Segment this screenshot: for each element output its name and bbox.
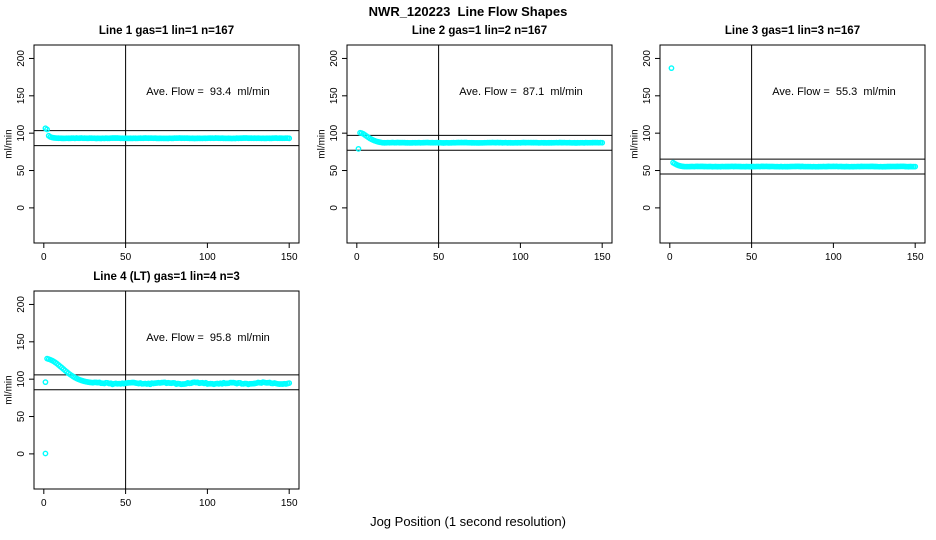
panel-3-title: Line 3 gas=1 lin=3 n=167 <box>724 25 861 37</box>
svg-text:100: 100 <box>16 124 27 141</box>
svg-text:50: 50 <box>746 252 758 263</box>
svg-text:100: 100 <box>512 252 529 263</box>
svg-text:100: 100 <box>199 498 216 509</box>
svg-text:0: 0 <box>16 205 27 211</box>
svg-text:50: 50 <box>433 252 445 263</box>
svg-text:200: 200 <box>16 50 27 67</box>
panel-line-2: Line 2 gas=1 lin=2 n=167 ml/min Ave. Flo… <box>313 20 625 270</box>
svg-text:150: 150 <box>16 87 27 104</box>
panel-1-title: Line 1 gas=1 lin=1 n=167 <box>98 25 235 37</box>
panel-4-plot-area: 0 50 100 150 0 50 100 150 200 <box>16 290 300 509</box>
panel-1-plot-area: 0 50 100 150 0 50 100 150 200 <box>16 44 300 263</box>
svg-text:0: 0 <box>41 498 47 509</box>
svg-text:100: 100 <box>825 252 842 263</box>
svg-text:200: 200 <box>642 50 653 67</box>
panel-2-title: Line 2 gas=1 lin=2 n=167 <box>411 25 548 37</box>
svg-text:100: 100 <box>16 370 27 387</box>
svg-text:50: 50 <box>120 252 132 263</box>
svg-text:150: 150 <box>594 252 611 263</box>
svg-text:50: 50 <box>120 498 132 509</box>
svg-text:0: 0 <box>667 252 673 263</box>
panel-3-plot-area: 0 50 100 150 0 50 100 150 200 <box>642 44 926 263</box>
panel-3-ave-flow-annotation: Ave. Flow = 55.3 ml/min <box>772 86 896 98</box>
svg-text:0: 0 <box>41 252 47 263</box>
svg-text:0: 0 <box>329 205 340 211</box>
svg-text:100: 100 <box>329 124 340 141</box>
panel-4-title: Line 4 (LT) gas=1 lin=4 n=3 <box>93 271 240 283</box>
panel-line-1: Line 1 gas=1 lin=1 n=167 ml/min Ave. Flo… <box>0 20 312 270</box>
svg-text:50: 50 <box>16 165 27 177</box>
svg-text:0: 0 <box>16 451 27 457</box>
svg-text:150: 150 <box>642 87 653 104</box>
svg-text:100: 100 <box>199 252 216 263</box>
svg-text:200: 200 <box>329 50 340 67</box>
svg-text:150: 150 <box>281 498 298 509</box>
svg-text:150: 150 <box>281 252 298 263</box>
svg-text:150: 150 <box>16 333 27 350</box>
shared-x-axis-label: Jog Position (1 second resolution) <box>370 514 566 529</box>
svg-text:0: 0 <box>354 252 360 263</box>
svg-text:50: 50 <box>16 411 27 423</box>
panel-2-ave-flow-annotation: Ave. Flow = 87.1 ml/min <box>459 86 583 98</box>
svg-text:50: 50 <box>642 165 653 177</box>
panel-4-ave-flow-annotation: Ave. Flow = 95.8 ml/min <box>146 332 270 344</box>
panel-2-plot-area: 0 50 100 150 0 50 100 150 200 <box>329 44 613 263</box>
panel-line-3: Line 3 gas=1 lin=3 n=167 ml/min Ave. Flo… <box>626 20 936 270</box>
svg-text:50: 50 <box>329 165 340 177</box>
svg-text:0: 0 <box>642 205 653 211</box>
svg-text:100: 100 <box>642 124 653 141</box>
svg-text:150: 150 <box>907 252 924 263</box>
svg-text:150: 150 <box>329 87 340 104</box>
main-title: NWR_120223 Line Flow Shapes <box>368 4 568 19</box>
panel-line-4: Line 4 (LT) gas=1 lin=4 n=3 ml/min Ave. … <box>0 266 312 516</box>
panel-1-ave-flow-annotation: Ave. Flow = 93.4 ml/min <box>146 86 270 98</box>
svg-text:200: 200 <box>16 296 27 313</box>
